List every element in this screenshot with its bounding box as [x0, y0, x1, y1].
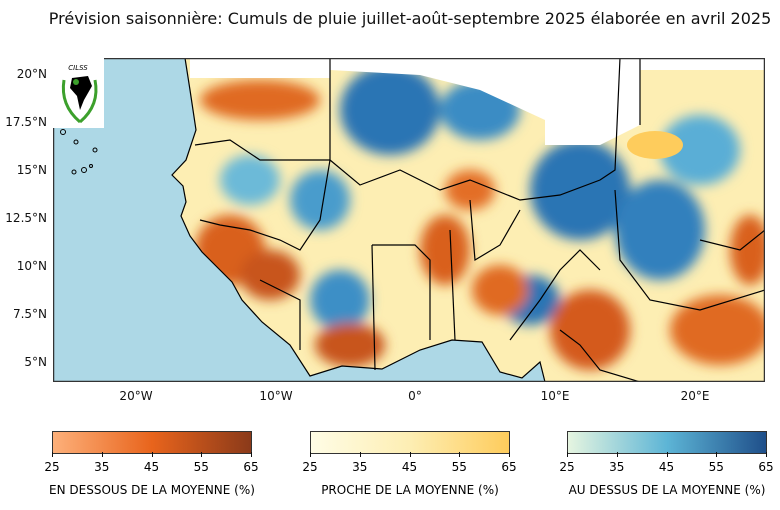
colorbar-tick — [310, 452, 311, 457]
lon-tick: 20°W — [119, 389, 153, 403]
forecast-map: CILSS — [53, 58, 765, 382]
colorbar-tick-label: 35 — [609, 460, 625, 474]
colorbar-tick-label: 45 — [401, 460, 418, 474]
cape-verde-islands — [60, 129, 98, 175]
colorbar-tick-label: 65 — [501, 460, 517, 474]
lat-tick: 20°N — [16, 67, 47, 81]
colorbar-tick — [509, 452, 510, 457]
colorbar-tick-label: 65 — [243, 460, 259, 474]
colorbar-tick-label: 45 — [143, 460, 160, 474]
lat-tick: 15°N — [16, 163, 47, 177]
legend-near-average-colorbar — [310, 431, 510, 454]
legend-below-average-label: EN DESSOUS DE LA MOYENNE (%) — [49, 483, 255, 497]
colorbar-tick-label: 25 — [44, 460, 60, 474]
colorbar-tick — [616, 452, 618, 457]
colorbar-tick — [567, 452, 568, 457]
colorbar-tick-label: 25 — [559, 460, 575, 474]
colorbar-tick-label: 35 — [94, 460, 110, 474]
lon-tick: 10°W — [259, 389, 293, 403]
colorbar-tick — [459, 452, 461, 457]
colorbar-tick — [201, 452, 203, 457]
lat-tick: 5°N — [24, 355, 47, 369]
legend-above-average-label: AU DESSUS DE LA MOYENNE (%) — [568, 483, 766, 497]
lat-tick: 17.5°N — [5, 115, 47, 129]
legend-near-average-label: PROCHE DE LA MOYENNE (%) — [321, 483, 499, 497]
colorbar-tick — [151, 452, 153, 457]
map-title: Prévision saisonnière: Cumuls de pluie j… — [48, 9, 772, 28]
colorbar-tick — [409, 452, 411, 457]
colorbar-tick — [251, 452, 252, 457]
lon-tick: 10°E — [540, 389, 570, 403]
legend-below-average-colorbar — [52, 431, 252, 454]
colorbar-tick — [101, 452, 103, 457]
colorbar-tick-label: 25 — [302, 460, 318, 474]
lon-tick: 0° — [408, 389, 422, 403]
colorbar-tick-label: 45 — [658, 460, 675, 474]
colorbar-tick — [52, 452, 53, 457]
svg-text:CILSS: CILSS — [68, 64, 88, 72]
colorbar-tick — [359, 452, 361, 457]
colorbar-tick — [716, 452, 718, 457]
cilss-logo: CILSS — [53, 58, 104, 128]
colorbar-tick-label: 65 — [758, 460, 774, 474]
legend-above-average-colorbar — [567, 431, 767, 454]
colorbar-tick-label: 55 — [708, 460, 724, 474]
colorbar-tick — [666, 452, 668, 457]
lat-tick: 10°N — [16, 259, 47, 273]
colorbar-tick-label: 35 — [352, 460, 368, 474]
lat-tick: 12.5°N — [5, 211, 47, 225]
lat-tick: 7.5°N — [12, 307, 47, 321]
rainfall-field — [172, 58, 765, 382]
colorbar-tick — [766, 452, 767, 457]
colorbar-tick-label: 55 — [193, 460, 209, 474]
country-borders — [171, 58, 765, 382]
colorbar-tick-label: 55 — [451, 460, 467, 474]
lon-tick: 20°E — [680, 389, 710, 403]
